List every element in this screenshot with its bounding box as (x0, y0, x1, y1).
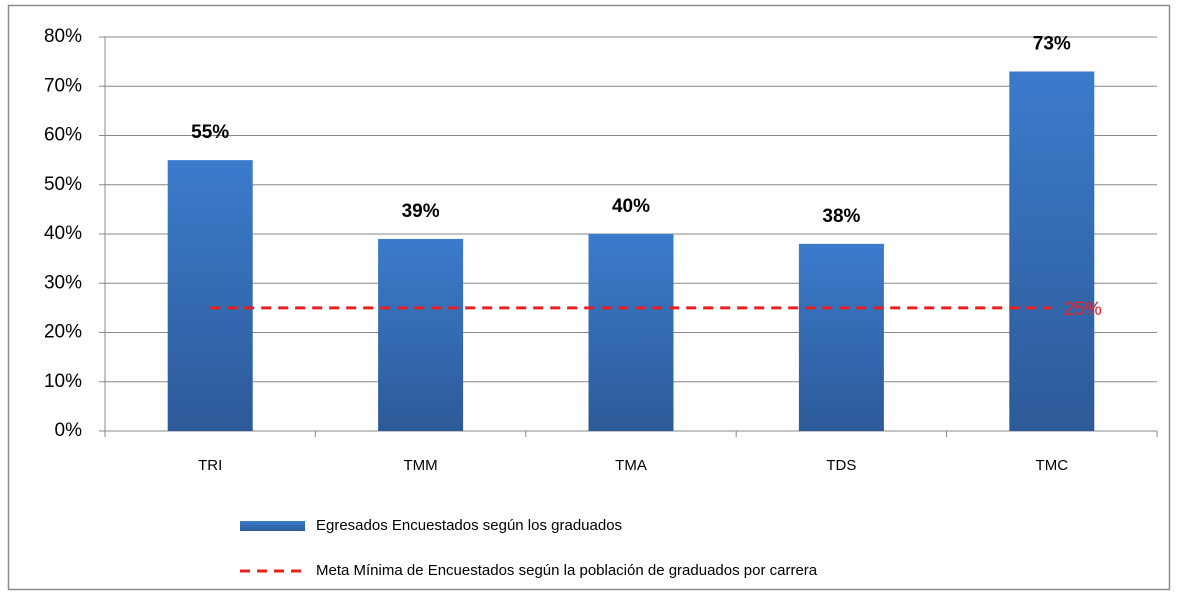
x-tick-label: TDS (826, 457, 856, 474)
y-tick-label: 10% (44, 371, 82, 392)
y-tick-label: 30% (44, 272, 82, 293)
x-tick-label: TMM (404, 457, 438, 474)
legend-label: Egresados Encuestados según los graduado… (316, 517, 622, 534)
bar (167, 160, 253, 431)
data-label: 55% (191, 122, 229, 143)
legend-label: Meta Mínima de Encuestados según la pobl… (316, 562, 818, 579)
x-tick-label: TRI (198, 457, 222, 474)
y-tick-label: 50% (44, 174, 82, 195)
legend-swatch (240, 521, 305, 531)
data-label: 73% (1033, 33, 1071, 54)
bar (378, 238, 464, 431)
y-tick-label: 60% (44, 125, 82, 146)
data-label: 25% (1064, 299, 1102, 320)
y-tick-label: 20% (44, 322, 82, 343)
x-tick-label: TMA (615, 457, 647, 474)
y-tick-label: 0% (55, 420, 83, 441)
x-tick-label: TMC (1036, 457, 1069, 474)
bar (798, 243, 884, 431)
bar (588, 234, 674, 431)
y-tick-label: 40% (44, 223, 82, 244)
data-label: 38% (822, 206, 860, 227)
y-tick-label: 80% (44, 26, 82, 47)
data-label: 39% (402, 201, 440, 222)
data-label: 40% (612, 196, 650, 217)
bar (1009, 71, 1095, 431)
y-tick-label: 70% (44, 75, 82, 96)
